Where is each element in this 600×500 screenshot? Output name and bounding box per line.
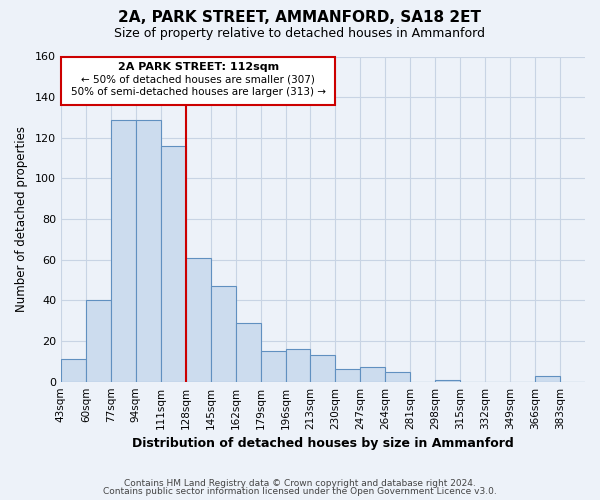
Bar xyxy=(435,380,460,382)
Text: Size of property relative to detached houses in Ammanford: Size of property relative to detached ho… xyxy=(115,28,485,40)
Bar xyxy=(86,300,111,382)
Bar xyxy=(361,368,385,382)
Bar xyxy=(535,376,560,382)
Bar xyxy=(385,372,410,382)
Bar xyxy=(111,120,136,382)
Text: 2A PARK STREET: 112sqm: 2A PARK STREET: 112sqm xyxy=(118,62,279,72)
Bar xyxy=(161,146,186,382)
Bar xyxy=(61,360,86,382)
Bar xyxy=(335,370,361,382)
X-axis label: Distribution of detached houses by size in Ammanford: Distribution of detached houses by size … xyxy=(132,437,514,450)
Text: Contains public sector information licensed under the Open Government Licence v3: Contains public sector information licen… xyxy=(103,487,497,496)
Bar xyxy=(236,322,260,382)
Bar xyxy=(186,258,211,382)
Bar xyxy=(260,351,286,382)
Bar xyxy=(310,356,335,382)
Text: Contains HM Land Registry data © Crown copyright and database right 2024.: Contains HM Land Registry data © Crown c… xyxy=(124,478,476,488)
Text: 50% of semi-detached houses are larger (313) →: 50% of semi-detached houses are larger (… xyxy=(71,87,326,97)
Text: 2A, PARK STREET, AMMANFORD, SA18 2ET: 2A, PARK STREET, AMMANFORD, SA18 2ET xyxy=(119,10,482,25)
Y-axis label: Number of detached properties: Number of detached properties xyxy=(15,126,28,312)
Bar xyxy=(61,56,335,106)
Text: ← 50% of detached houses are smaller (307): ← 50% of detached houses are smaller (30… xyxy=(81,75,315,85)
Bar xyxy=(136,120,161,382)
Bar xyxy=(286,349,310,382)
Bar xyxy=(211,286,236,382)
